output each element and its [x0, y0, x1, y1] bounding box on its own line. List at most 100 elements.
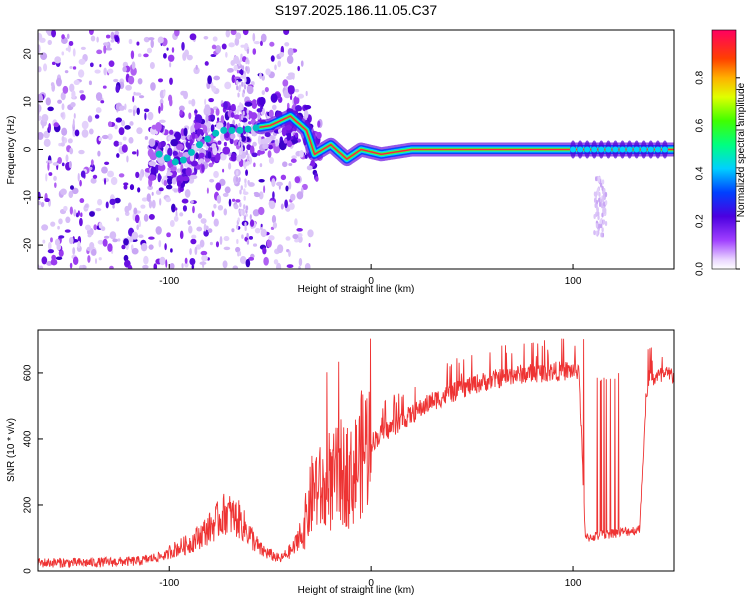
spectrogram-cell	[81, 120, 89, 130]
spectrogram-cell	[602, 219, 606, 225]
spectrogram-cell	[241, 65, 245, 71]
spectrogram-cell	[64, 70, 69, 74]
spectrogram-cell	[69, 83, 75, 93]
spectrogram-cell	[38, 66, 42, 73]
spectrogram-cell	[241, 141, 244, 147]
spectrogram-cell	[120, 120, 126, 127]
spectrogram-cell	[114, 30, 120, 35]
spectrogram-cell	[153, 263, 158, 269]
spectrogram-cell	[38, 32, 43, 41]
spectrogram-cell	[224, 186, 231, 194]
spectrogram-cell	[177, 152, 185, 158]
spectrogram-cell	[173, 131, 182, 141]
spectrogram-cell	[252, 48, 257, 55]
spectrogram-cell	[38, 200, 42, 206]
spectrogram-cell	[89, 62, 94, 68]
spectrogram-cell	[261, 74, 265, 81]
spectrogram-cell	[246, 113, 250, 119]
spectrogram-cell	[169, 262, 175, 269]
spectrogram-cell	[304, 263, 311, 269]
spectrogram-cell	[577, 146, 584, 153]
colorbar-tick-label: 0.4	[695, 166, 706, 180]
spectrogram-cell	[198, 152, 205, 159]
spectrogram-cell	[243, 121, 248, 127]
spectrogram-cell	[220, 114, 225, 124]
spectrogram-cell	[123, 254, 129, 262]
spectrogram-cell	[289, 202, 295, 210]
spectrogram-cell	[143, 108, 150, 113]
spectrogram-cell	[268, 200, 276, 210]
spectrogram-cell	[100, 226, 106, 232]
spectrogram-cell	[280, 203, 284, 210]
spectrogram-cell	[243, 204, 246, 210]
spectrogram-cell	[299, 150, 304, 158]
spectrogram-cell	[194, 122, 202, 131]
spectrogram-cell	[232, 265, 239, 269]
spectrogram-cell	[240, 185, 243, 191]
spectrogram-cell	[181, 198, 189, 204]
spectrogram-cell	[243, 188, 246, 194]
spectrogram-cell	[212, 36, 218, 42]
spectrogram-cell	[135, 171, 140, 179]
spectrogram-cell	[193, 66, 200, 75]
spectrogram-cell	[179, 156, 187, 164]
spectrogram-cell	[258, 206, 265, 216]
spectrogram-cell	[212, 129, 220, 137]
spectrogram-cell	[196, 141, 204, 149]
spectrogram-cell	[243, 84, 247, 90]
spectrogram-cell	[158, 239, 162, 248]
spectrogram-cell	[246, 160, 250, 166]
spectrogram-cell	[80, 212, 83, 218]
spectrogram-cell	[113, 140, 120, 147]
spectrogram-cell	[65, 216, 71, 224]
spectrogram-cell	[148, 138, 156, 147]
spectrogram-cell	[263, 185, 266, 194]
spectrogram-cell	[38, 191, 41, 200]
spectrogram-cell	[98, 137, 103, 142]
spectrogram-cell	[270, 226, 275, 230]
spectrogram-cell	[235, 32, 242, 40]
spectrogram-cell	[158, 187, 164, 192]
spectrogram-cell	[244, 77, 247, 83]
spectrogram-cell	[192, 205, 195, 214]
spectrogram-cell	[165, 197, 172, 203]
spectrogram-cell	[310, 160, 316, 168]
spectrogram-cell	[123, 182, 129, 186]
spectrogram-cell	[66, 33, 70, 39]
spectrogram-cell	[594, 176, 598, 182]
spectrogram-cell	[167, 54, 175, 62]
spectrogram-cell	[287, 85, 295, 95]
spectrogram-cell	[222, 192, 229, 197]
spectrogram-cell	[253, 41, 261, 45]
spectrogram-cell	[207, 228, 213, 234]
spectrogram-cell	[171, 158, 179, 166]
spectrogram-cell	[98, 257, 102, 261]
spectrogram-cell	[189, 139, 194, 146]
spectrogram-cell	[62, 85, 69, 94]
spectrogram-cell	[73, 113, 76, 119]
spectrogram-cell	[136, 107, 140, 115]
spectrogram-cell	[228, 198, 232, 207]
spectrogram-cell	[143, 53, 149, 58]
spectrogram-cell	[105, 34, 111, 39]
spectrogram-cell	[238, 122, 241, 128]
spectrogram-cell	[79, 198, 85, 204]
spectrogram-cell	[71, 187, 79, 195]
spectrogram-cell	[238, 87, 241, 93]
spectrogram-cell	[182, 52, 187, 61]
spectrogram-cell	[600, 203, 604, 209]
spectrogram-cell	[252, 141, 257, 147]
spectrogram-cell	[283, 138, 288, 144]
spectrogram-cell	[129, 121, 134, 126]
spectrogram-cell	[276, 244, 284, 254]
spectrogram-cell	[72, 247, 76, 255]
spectrogram-cell	[284, 42, 290, 47]
spectrogram-cell	[43, 63, 48, 72]
spectrogram-cell	[270, 93, 278, 103]
spectrogram-cell	[297, 235, 303, 243]
spectrogram-cell	[317, 120, 321, 128]
spectrogram-cell	[100, 100, 105, 104]
spectrogram-cell	[79, 90, 84, 94]
spectrogram-cell	[277, 60, 282, 68]
spectrogram-cell	[305, 90, 308, 97]
